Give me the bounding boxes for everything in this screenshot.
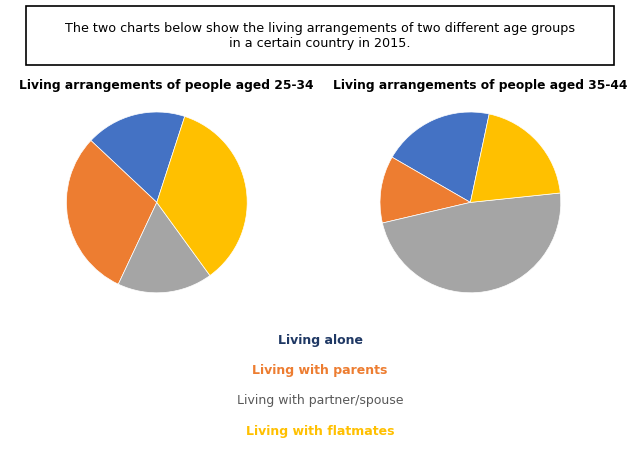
Wedge shape — [157, 117, 247, 276]
Wedge shape — [91, 113, 185, 203]
Wedge shape — [392, 113, 489, 203]
Wedge shape — [470, 115, 560, 203]
FancyBboxPatch shape — [26, 7, 614, 65]
Text: Living with parents: Living with parents — [252, 364, 388, 376]
Text: The two charts below show the living arrangements of two different age groups
in: The two charts below show the living arr… — [65, 22, 575, 50]
Text: Living arrangements of people aged 25-34: Living arrangements of people aged 25-34 — [19, 79, 314, 92]
Text: Living with flatmates: Living with flatmates — [246, 424, 394, 437]
Text: Living alone: Living alone — [278, 334, 362, 346]
Wedge shape — [118, 203, 210, 293]
Text: Living arrangements of people aged 35-44: Living arrangements of people aged 35-44 — [333, 79, 627, 92]
Wedge shape — [67, 141, 157, 285]
Wedge shape — [382, 193, 561, 293]
Text: Living with partner/spouse: Living with partner/spouse — [237, 393, 403, 406]
Wedge shape — [380, 158, 470, 224]
